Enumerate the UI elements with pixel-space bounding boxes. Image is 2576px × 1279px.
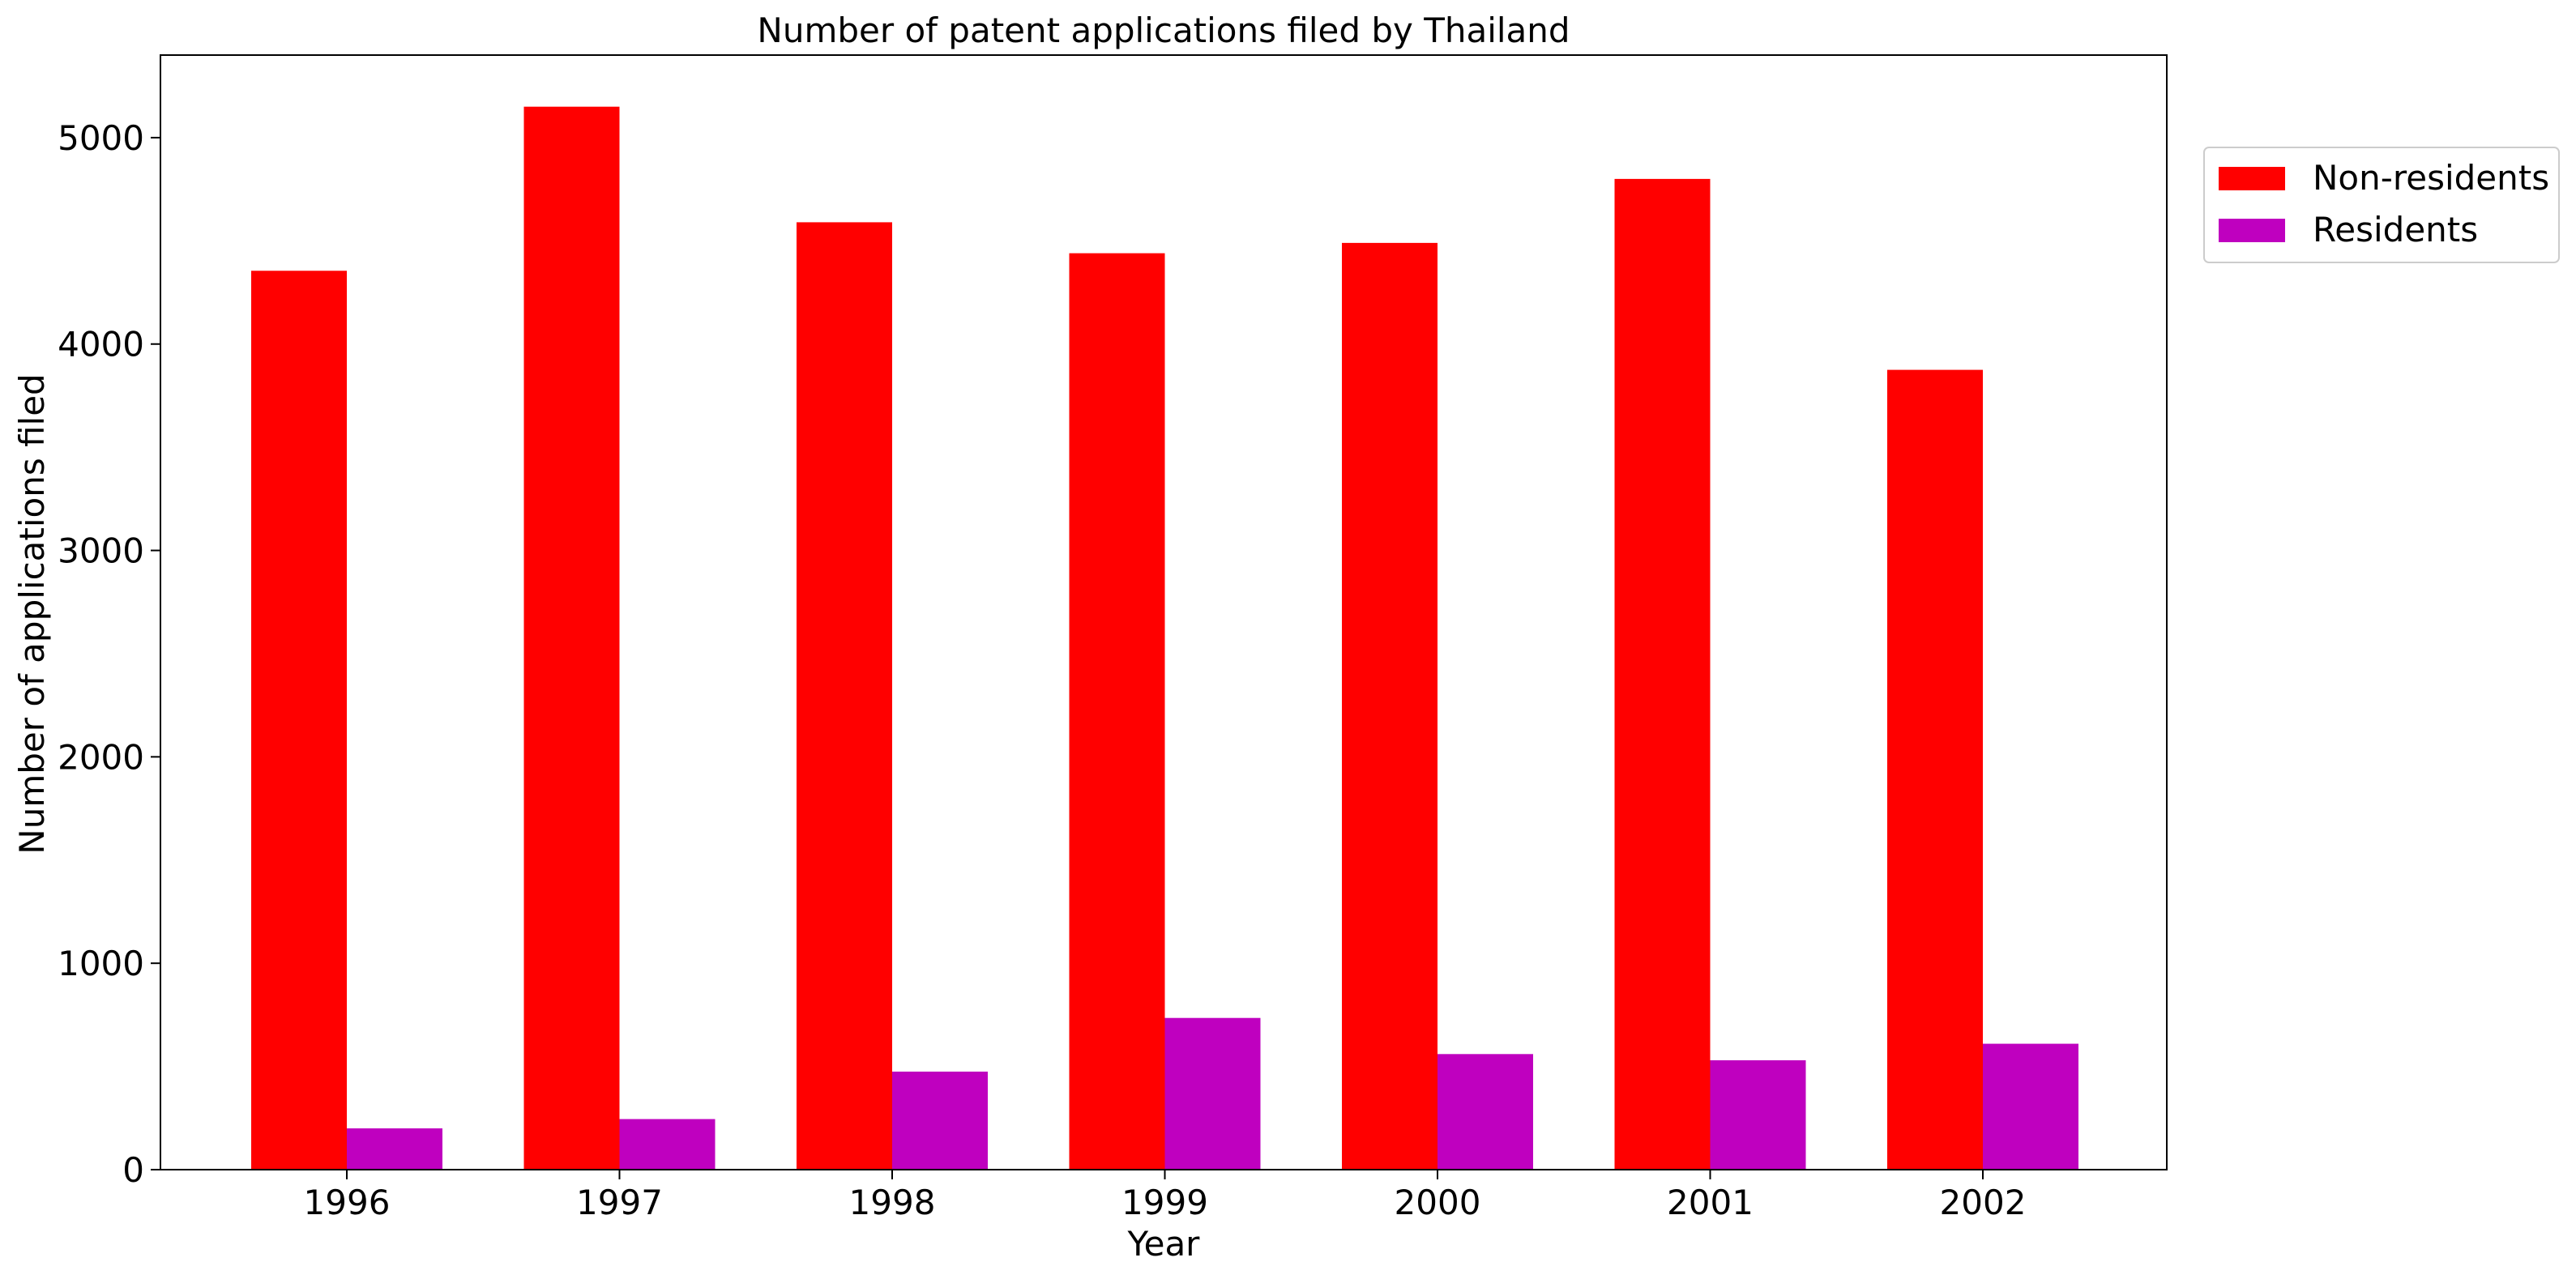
bar-non-residents-1997 bbox=[523, 106, 620, 1170]
x-tick-label: 2000 bbox=[1395, 1183, 1481, 1222]
y-tick-label: 4000 bbox=[58, 325, 144, 365]
x-axis-label: Year bbox=[1127, 1224, 1201, 1264]
bar-residents-2000 bbox=[1438, 1054, 1533, 1170]
bar-non-residents-1998 bbox=[797, 222, 892, 1170]
y-tick-label: 0 bbox=[122, 1150, 144, 1190]
y-tick-label: 1000 bbox=[58, 944, 144, 983]
legend-swatch-residents bbox=[2219, 219, 2285, 242]
bar-residents-2002 bbox=[1983, 1043, 2078, 1170]
y-tick-label: 5000 bbox=[58, 118, 144, 158]
legend-box bbox=[2203, 147, 2560, 263]
bar-non-residents-1999 bbox=[1069, 253, 1165, 1170]
bar-residents-1996 bbox=[347, 1128, 442, 1170]
bar-residents-1999 bbox=[1164, 1017, 1261, 1170]
x-tick-label: 1998 bbox=[849, 1183, 936, 1222]
series-non-residents bbox=[251, 106, 1983, 1170]
y-tick-label: 2000 bbox=[58, 737, 144, 777]
plot-area bbox=[160, 54, 2168, 1170]
bar-non-residents-2001 bbox=[1614, 178, 1711, 1170]
x-tick-label: 1997 bbox=[576, 1183, 663, 1222]
bar-residents-1997 bbox=[619, 1119, 716, 1170]
x-tick-label: 1999 bbox=[1121, 1183, 1208, 1222]
x-axis-ticks: 1996 1997 1998 1999 2000 2001 2002 bbox=[304, 1170, 2027, 1222]
bar-residents-1998 bbox=[892, 1071, 988, 1170]
x-tick-label: 2002 bbox=[1940, 1183, 2027, 1222]
plot-frame bbox=[160, 54, 2168, 1170]
y-tick-label: 3000 bbox=[58, 531, 144, 571]
legend-label-non-residents: Non-residents bbox=[2313, 158, 2549, 198]
legend-swatch-non-residents bbox=[2219, 167, 2285, 190]
bar-non-residents-2000 bbox=[1342, 242, 1438, 1170]
y-axis-label: Number of applications filed bbox=[12, 373, 52, 854]
bar-non-residents-1996 bbox=[251, 271, 347, 1170]
legend: Non-residents Residents bbox=[2203, 147, 2560, 263]
legend-label-residents: Residents bbox=[2313, 210, 2478, 249]
series-residents bbox=[347, 1017, 2078, 1170]
x-tick-label: 1996 bbox=[304, 1183, 391, 1222]
y-axis-ticks: 0 1000 2000 3000 4000 5000 bbox=[58, 118, 160, 1190]
bar-non-residents-2002 bbox=[1887, 369, 1983, 1170]
x-tick-label: 2001 bbox=[1667, 1183, 1754, 1222]
bar-residents-2001 bbox=[1710, 1059, 1806, 1170]
chart-title: Number of patent applications filed by T… bbox=[757, 11, 1570, 50]
